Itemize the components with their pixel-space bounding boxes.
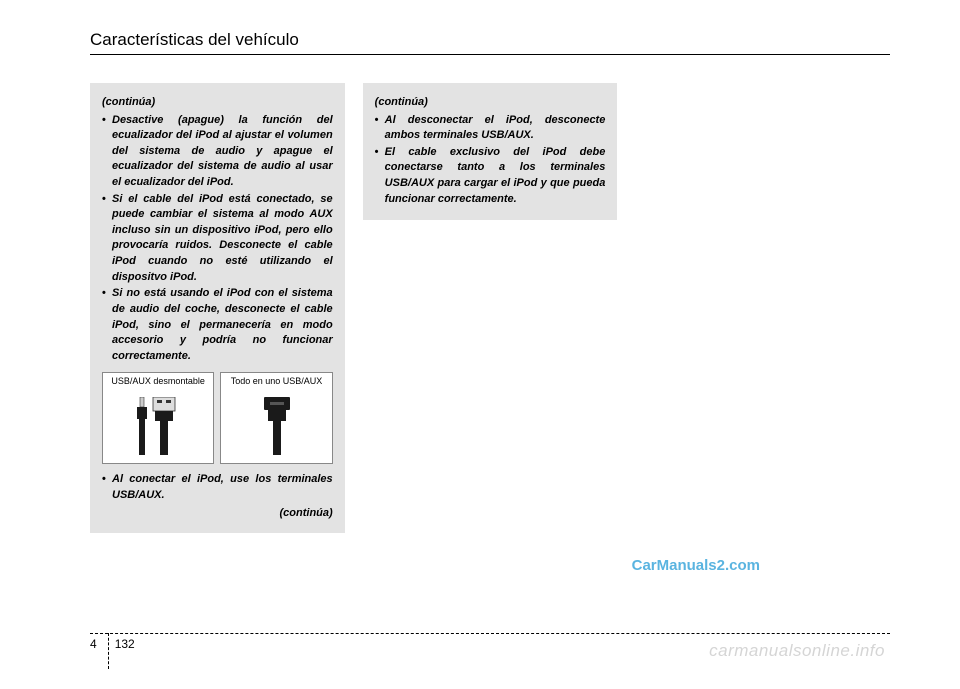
page: Características del vehículo (continúa) … <box>0 0 960 689</box>
page-separator <box>108 633 109 669</box>
column-3 <box>635 83 890 533</box>
list-item: Si el cable del iPod está conectado, se … <box>102 192 333 286</box>
images-row: USB/AUX desmontable <box>102 372 333 464</box>
cable-allinone-icon <box>221 389 331 464</box>
watermark-carmanuals2: CarManuals2.com <box>632 557 760 574</box>
image-box-separate: USB/AUX desmontable <box>102 372 214 464</box>
note-list-1b: Al conectar el iPod, use los terminales … <box>102 472 333 503</box>
note-list-2: Al desconectar el iPod, desconecte ambos… <box>375 113 606 208</box>
column-2: (continúa) Al desconectar el iPod, desco… <box>363 83 618 533</box>
note-box-1: (continúa) Desactive (apague) la función… <box>90 83 345 533</box>
footer-rule <box>90 633 890 634</box>
image-label: Todo en uno USB/AUX <box>229 373 325 388</box>
continua-top-2: (continúa) <box>375 95 606 111</box>
list-item: El cable exclusivo del iPod debe conecta… <box>375 145 606 207</box>
header-rule <box>90 54 890 55</box>
list-item: Si no está usando el iPod con el sistema… <box>102 286 333 364</box>
columns: (continúa) Desactive (apague) la función… <box>90 83 890 533</box>
header: Características del vehículo <box>90 30 890 50</box>
note-list-1: Desactive (apague) la función del ecuali… <box>102 113 333 365</box>
header-title: Características del vehículo <box>90 30 890 50</box>
watermark-carmanualsonline: carmanualsonline.info <box>709 641 885 661</box>
image-label: USB/AUX desmontable <box>109 373 207 388</box>
list-item: Al conectar el iPod, use los terminales … <box>102 472 333 503</box>
list-item: Al desconectar el iPod, desconecte ambos… <box>375 113 606 144</box>
note-box-2: (continúa) Al desconectar el iPod, desco… <box>363 83 618 220</box>
page-numbers: 4 132 <box>90 637 135 651</box>
column-1: (continúa) Desactive (apague) la función… <box>90 83 345 533</box>
chapter-number: 4 <box>90 637 103 651</box>
continua-top: (continúa) <box>102 95 333 111</box>
image-box-allinone: Todo en uno USB/AUX <box>220 372 332 464</box>
cable-separate-icon <box>103 389 213 464</box>
list-item: Desactive (apague) la función del ecuali… <box>102 113 333 191</box>
continua-bottom: (continúa) <box>102 506 333 522</box>
